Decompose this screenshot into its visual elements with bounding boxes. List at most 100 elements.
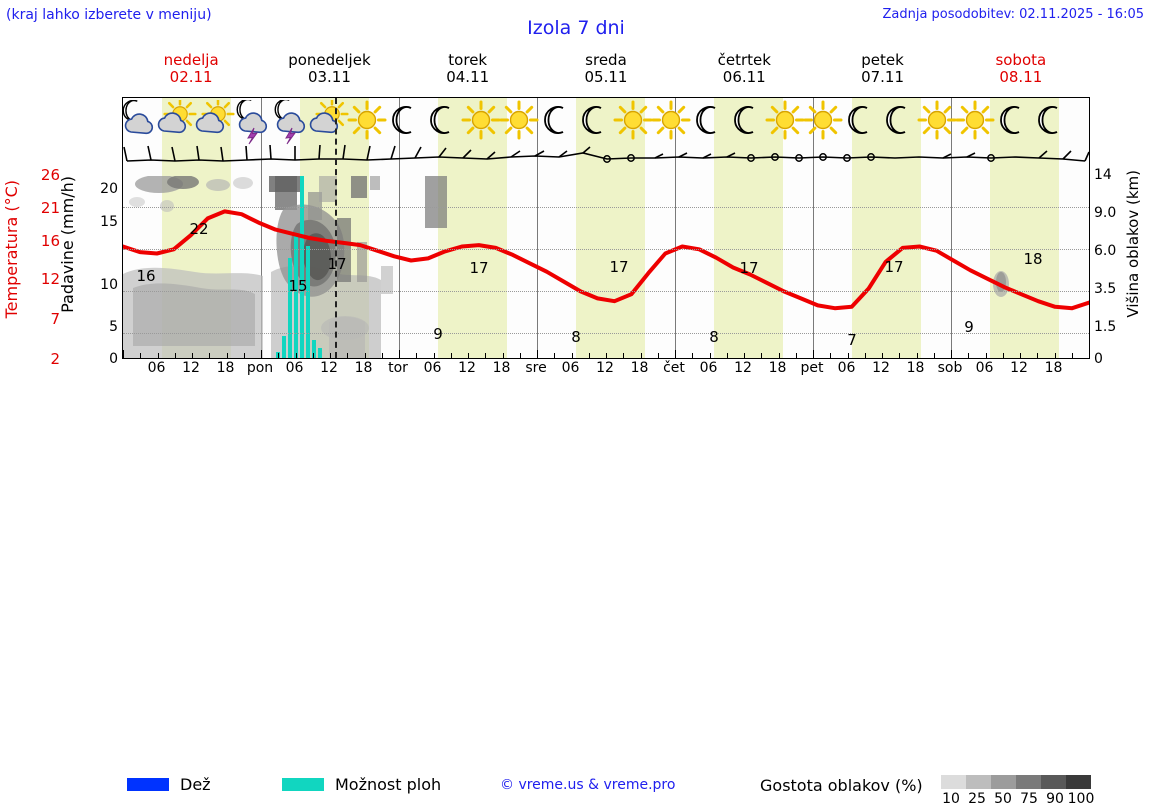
temperature-label: 17 [469, 259, 489, 277]
cloud-density-tick-labels: 10 25 50 75 90 100 [941, 791, 1106, 809]
hour-label: 06 [561, 360, 580, 376]
temperature-label: 17 [739, 259, 759, 277]
day-header-row: nedelja 02.11 ponedeljek 03.11 torek 04.11 sre… [122, 51, 1090, 94]
time-tick [675, 350, 676, 358]
sun-icon [765, 100, 805, 140]
showers-legend-label: Možnost ploh [335, 775, 442, 794]
moon-icon [841, 100, 881, 140]
moon-cloud-storm-icon [271, 98, 311, 145]
cloud-height-tick-label: 6.0 [1094, 243, 1117, 259]
day-separator-6 [951, 98, 952, 358]
rain-legend-swatch [127, 778, 169, 791]
time-tick [261, 350, 262, 358]
temperature-label: 9 [433, 325, 443, 343]
temperature-curve [123, 209, 1089, 311]
day-date: 05.11 [584, 68, 628, 87]
hour-label: 06 [147, 360, 166, 376]
time-tick [761, 353, 763, 358]
temperature-label: 16 [136, 267, 156, 285]
time-tick [1089, 350, 1090, 358]
cloud-density-swatch-0 [941, 775, 966, 789]
cloud-density-swatch-2 [991, 775, 1016, 789]
hour-label: 12 [1010, 360, 1028, 376]
time-tick [192, 353, 193, 358]
moon-icon [575, 100, 615, 140]
temperature-label: 17 [327, 255, 347, 273]
moon-icon [993, 100, 1033, 140]
time-tick [243, 353, 245, 358]
day-shade-6 [989, 98, 1059, 358]
copyright-label[interactable]: © vreme.us & vreme.pro [500, 777, 676, 793]
precipitation-bars [276, 176, 322, 358]
time-tick [813, 350, 814, 358]
hour-label: 06 [699, 360, 718, 376]
day-shade-5 [851, 98, 921, 358]
sun-icon [347, 100, 387, 140]
moon-icon [1031, 100, 1071, 140]
sun-icon [613, 100, 653, 140]
time-tick [347, 353, 349, 358]
hour-label: tor [388, 360, 408, 376]
precipitation-tick-label: 0 [109, 351, 118, 367]
day-date: 06.11 [722, 68, 766, 87]
cloud-density-layer [123, 175, 1009, 358]
sun-icon [917, 100, 957, 140]
time-tick [485, 353, 487, 358]
showers-legend-swatch [282, 778, 324, 791]
day-separator-2 [399, 98, 400, 358]
day-name: četrtek [717, 51, 771, 69]
gridline-h-3 [123, 333, 1089, 335]
temperature-tick-label: 21 [40, 199, 60, 217]
time-tick [1020, 353, 1021, 358]
moon-icon [727, 100, 767, 140]
day-separator-4 [675, 98, 676, 358]
hour-label: 06 [975, 360, 994, 376]
time-tick [226, 353, 228, 358]
graph-svg [123, 175, 1089, 358]
time-tick [899, 353, 901, 358]
sun-icon [803, 100, 843, 140]
temperature-tick-label: 7 [50, 310, 60, 328]
day-name: nedelja [163, 51, 219, 69]
cloud-height-axis-title: Višina oblakov (km) [1124, 170, 1142, 318]
location-menu-hint: (kraj lahko izberete v meniju) [6, 7, 212, 23]
cloud-density-swatch-4 [1041, 775, 1066, 789]
precipitation-tick-label: 20 [100, 181, 118, 197]
hour-label: 18 [1044, 360, 1063, 376]
temperature-label: 17 [609, 258, 629, 276]
time-tick [209, 353, 211, 358]
time-tick [571, 353, 573, 358]
time-tick [795, 353, 797, 358]
hour-label: 18 [630, 360, 649, 376]
time-tick [951, 350, 952, 358]
hour-label: 12 [596, 360, 614, 376]
temperature-axis-ticks: 26 21 16 12 7 2 [24, 168, 60, 367]
cloud-height-tick-label: 0 [1094, 351, 1103, 367]
time-tick [295, 353, 297, 358]
gridline-h-2 [123, 291, 1089, 293]
chart-legend: Dež Možnost ploh © vreme.us & vreme.pro … [0, 386, 1152, 807]
time-tick [882, 353, 883, 358]
cloud-height-tick-label: 1.5 [1094, 319, 1117, 335]
time-tick [468, 353, 469, 358]
sun-icon [461, 100, 501, 140]
cloud-density-tick: 50 [994, 791, 1012, 807]
sun-icon [651, 100, 691, 140]
day-date: 04.11 [446, 68, 490, 87]
hour-label: 18 [354, 360, 373, 376]
hour-label: sre [525, 360, 547, 376]
time-tick [709, 353, 711, 358]
temperature-tick-label: 12 [40, 270, 60, 288]
gridline-h-1 [123, 249, 1089, 251]
time-tick [554, 353, 556, 358]
cloud-density-swatch-1 [966, 775, 991, 789]
hour-label: 18 [492, 360, 511, 376]
moon-icon [537, 100, 577, 140]
graph-band [123, 175, 1089, 358]
last-updated-label: Zadnja posodobitev: 02.11.2025 - 16:05 [882, 7, 1144, 22]
day-header-0: nedelja 02.11 [122, 51, 260, 94]
day-name: sreda [585, 51, 627, 69]
hour-label: 06 [285, 360, 304, 376]
time-tick [692, 353, 694, 358]
cloud-density-legend-title: Gostota oblakov (%) [760, 776, 923, 795]
